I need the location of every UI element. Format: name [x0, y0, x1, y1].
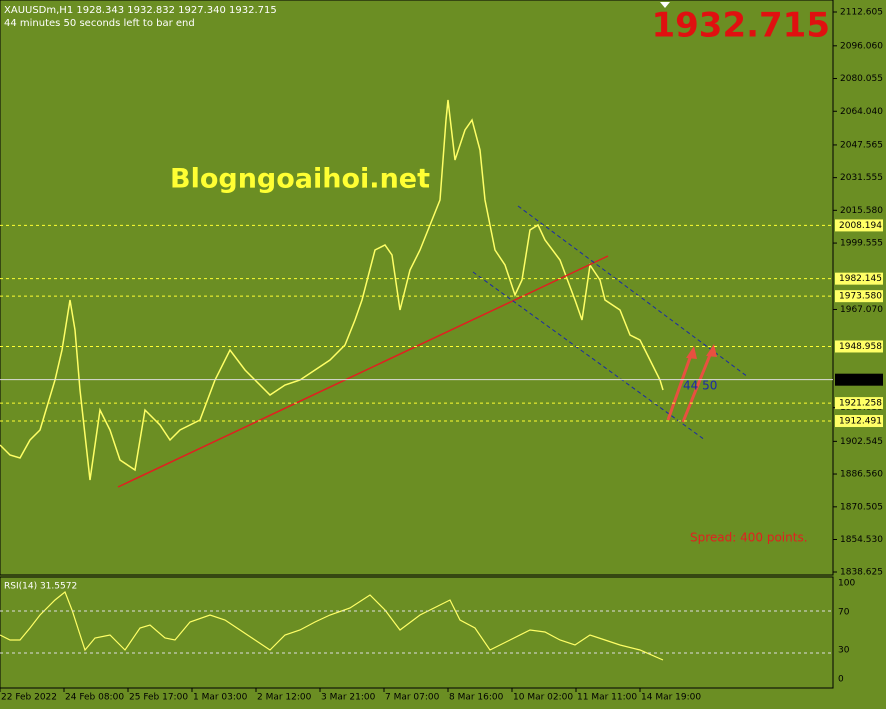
- time-label: 14 Mar 19:00: [641, 693, 701, 703]
- price-tick-label: 2064.040: [840, 107, 883, 117]
- price-tick-label: 2080.055: [840, 74, 883, 84]
- time-label: 25 Feb 17:00: [129, 693, 188, 703]
- rsi-panel: [0, 576, 834, 689]
- rsi-tick-label: 70: [838, 607, 850, 617]
- level-label: 1973.580: [839, 292, 882, 302]
- channel-lower: [472, 271, 706, 441]
- level-label: 1921.258: [839, 399, 882, 409]
- rsi-line: [0, 591, 664, 661]
- time-label: 22 Feb 2022: [1, 693, 57, 703]
- main-panel: [0, 0, 834, 576]
- time-label: 3 Mar 21:00: [321, 693, 376, 703]
- price-tick-label: 1902.545: [840, 437, 883, 447]
- price-tick-label: 2112.605: [840, 8, 883, 18]
- time-label: 11 Mar 11:00: [577, 693, 637, 703]
- rsi-tick-label: 30: [838, 646, 850, 656]
- price-tick-label: 2015.580: [840, 206, 883, 216]
- generated: 2112.605 2096.060 2080.055 2064.040 2047.565…: [0, 8, 883, 703]
- time-label: 7 Mar 07:00: [385, 693, 440, 703]
- panel-arrow: [660, 2, 670, 8]
- price-tick-label: 2031.555: [840, 173, 883, 183]
- arrow-head: [706, 344, 717, 357]
- level-box: [835, 290, 883, 303]
- rsi-tick-label: 0: [838, 675, 844, 685]
- time-label: 2 Mar 12:00: [257, 693, 312, 703]
- current-box: [835, 373, 883, 386]
- watermark: Blogngoaihoi.net: [170, 164, 430, 195]
- level-box: [835, 272, 883, 285]
- time-label: 1 Mar 03:00: [193, 693, 248, 703]
- price-bars: [0, 99, 664, 481]
- level-box: [835, 397, 883, 410]
- arrow: [666, 351, 694, 421]
- level-label: 1912.491: [839, 417, 882, 427]
- price-tick-label: 1870.505: [840, 502, 883, 512]
- level-label: 1948.958: [839, 342, 882, 352]
- rsi-label: RSI(14) 31.5572: [4, 582, 77, 592]
- price-tick-label: 1886.560: [840, 470, 883, 480]
- countdown: 44 50: [683, 379, 717, 393]
- price-tick-label: 2047.565: [840, 140, 883, 150]
- level-box: [835, 415, 883, 428]
- price-tick-label: 1838.625: [840, 568, 883, 578]
- spread: Spread: 400 points.: [690, 531, 808, 545]
- level-label: 2008.194: [839, 221, 882, 231]
- price-tick-label: 1999.555: [840, 239, 883, 249]
- price-tick-label: 2096.060: [840, 41, 883, 51]
- trend-line: [117, 255, 609, 488]
- price-tick-label: 1854.530: [840, 535, 883, 545]
- level-label: 1982.145: [839, 274, 882, 284]
- arrow-head: [686, 346, 697, 359]
- level-box: [835, 340, 883, 353]
- symbol-line: XAUUSDm,H1 1928.343 1932.832 1927.340 19…: [4, 5, 277, 16]
- bar-timer: 44 minutes 50 seconds left to bar end: [4, 18, 195, 29]
- channel-upper: [517, 205, 749, 378]
- arrow: [681, 349, 714, 423]
- price-tick-label: 1967.070: [840, 305, 883, 315]
- big-price: 1932.715: [651, 6, 830, 46]
- current-label: 1932.715: [839, 375, 882, 385]
- time-label: 10 Mar 02:00: [513, 693, 573, 703]
- time-label: 24 Feb 08:00: [65, 693, 124, 703]
- rsi-tick-label: 100: [838, 579, 855, 589]
- time-label: 8 Mar 16:00: [449, 693, 504, 703]
- level-box: [835, 219, 883, 232]
